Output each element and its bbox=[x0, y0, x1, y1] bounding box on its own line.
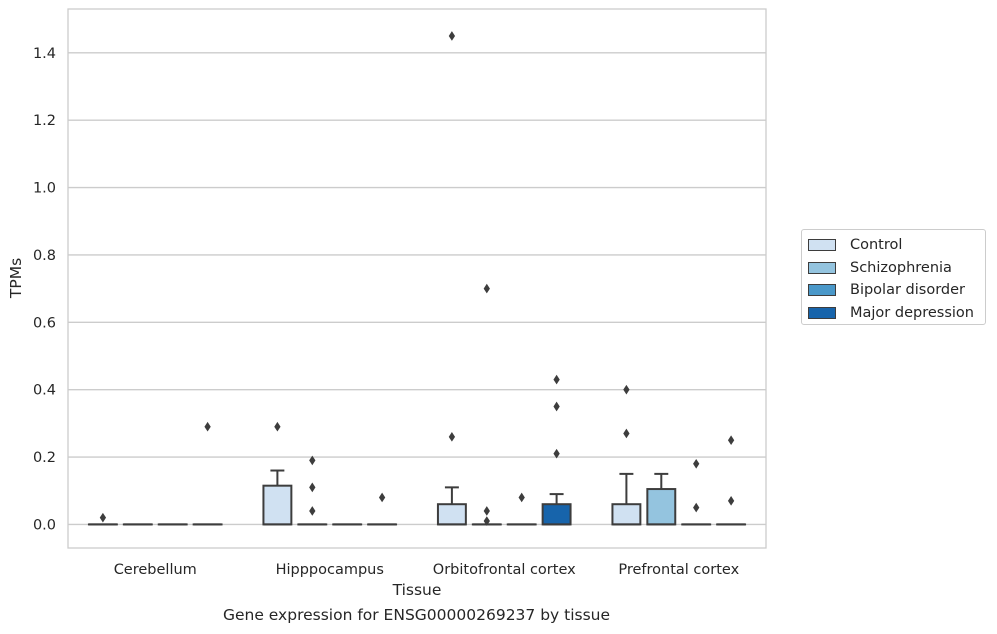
outlier-point bbox=[483, 283, 490, 294]
legend-item: Bipolar disorder bbox=[808, 280, 965, 300]
outlier-point bbox=[553, 374, 560, 385]
box-body bbox=[541, 503, 572, 526]
box-body bbox=[646, 488, 677, 526]
y-tick-label: 1.2 bbox=[33, 113, 56, 129]
outlier-point bbox=[309, 506, 316, 516]
y-tick-label: 0.2 bbox=[33, 450, 56, 466]
y-tick-label: 1.4 bbox=[33, 46, 56, 62]
outlier-point bbox=[309, 455, 316, 466]
legend-label: Control bbox=[850, 237, 903, 253]
y-axis-label: TPMs bbox=[7, 258, 25, 299]
outlier-points bbox=[99, 31, 735, 526]
legend: Control Schizophrenia Bipolar disorder Majo… bbox=[801, 229, 986, 325]
outlier-point bbox=[483, 506, 490, 516]
y-tick-label: 0.6 bbox=[33, 315, 56, 331]
x-tick-label: Cerebellum bbox=[114, 562, 197, 578]
outlier-point bbox=[693, 458, 700, 469]
outlier-point bbox=[204, 421, 211, 432]
outlier-point bbox=[623, 428, 630, 439]
outlier-point bbox=[99, 512, 107, 523]
legend-label: Major depression bbox=[850, 304, 974, 321]
y-tick-labels: 0.0 0.2 0.4 0.6 0.8 1.0 1.2 1.4 bbox=[33, 46, 56, 534]
figure-caption: Gene expression for ENSG00000269237 by t… bbox=[222, 606, 611, 624]
legend-item: Control bbox=[808, 235, 902, 255]
box-body bbox=[262, 484, 293, 526]
outlier-point bbox=[553, 401, 560, 412]
box-control bbox=[611, 472, 642, 526]
outlier-point bbox=[483, 516, 490, 526]
outlier-point bbox=[448, 31, 456, 41]
outlier-point bbox=[274, 421, 281, 432]
grid-lines bbox=[68, 52, 766, 526]
x-tick-label: Hipppocampus bbox=[276, 562, 384, 578]
x-tick-labels: Cerebellum Hipppocampus Orbitofrontal cort… bbox=[114, 562, 740, 578]
outlier-point bbox=[448, 432, 456, 442]
box-body bbox=[436, 503, 467, 526]
legend-swatch bbox=[808, 306, 836, 319]
box-control bbox=[262, 469, 293, 526]
y-tick-label: 0.0 bbox=[33, 517, 56, 533]
x-axis-label: Tissue bbox=[392, 581, 442, 599]
outlier-point bbox=[727, 496, 735, 506]
legend-swatch bbox=[808, 284, 836, 296]
legend-item: Major depression bbox=[808, 303, 974, 323]
x-tick-label: Orbitofrontal cortex bbox=[433, 562, 576, 578]
boxes bbox=[87, 469, 747, 526]
legend-item: Schizophrenia bbox=[808, 258, 952, 278]
x-tick-label: Prefrontal cortex bbox=[618, 562, 739, 578]
outlier-point bbox=[553, 448, 560, 459]
box-control bbox=[436, 486, 467, 526]
outlier-point bbox=[727, 435, 735, 446]
outlier-point bbox=[309, 482, 316, 493]
legend-label: Schizophrenia bbox=[850, 259, 952, 276]
y-tick-label: 0.4 bbox=[33, 383, 56, 399]
y-tick-label: 0.8 bbox=[33, 248, 56, 264]
outlier-point bbox=[518, 492, 525, 503]
legend-label: Bipolar disorder bbox=[850, 282, 965, 298]
legend-swatch bbox=[808, 239, 836, 251]
y-tick-label: 1.0 bbox=[33, 181, 56, 197]
box-schizophrenia bbox=[646, 472, 677, 526]
box-major-depression bbox=[541, 493, 572, 526]
outlier-point bbox=[378, 492, 386, 503]
outlier-point bbox=[623, 384, 630, 395]
legend-swatch bbox=[808, 261, 836, 274]
outlier-point bbox=[693, 502, 700, 513]
plot-frame bbox=[67, 8, 767, 549]
box-body bbox=[611, 503, 642, 526]
